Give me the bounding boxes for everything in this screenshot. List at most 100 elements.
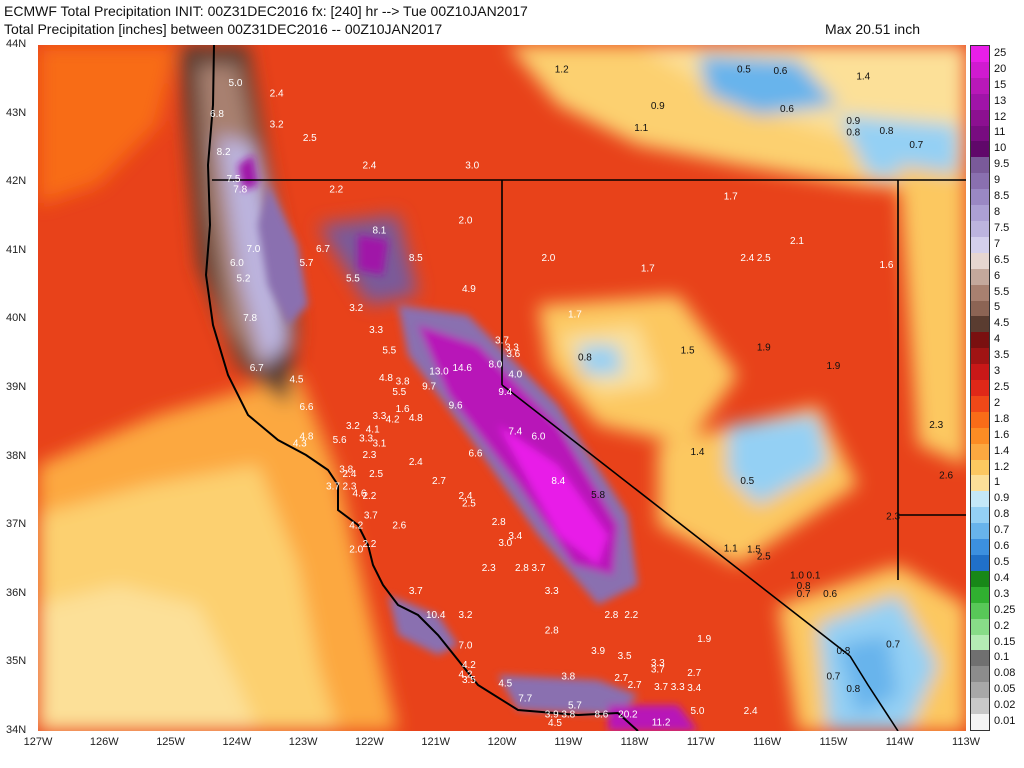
precip-value-label: 1.7	[568, 309, 582, 320]
lat-tick-label: 39N	[6, 381, 27, 393]
precip-value-label: 8.5	[409, 253, 423, 264]
legend-label: 8	[994, 206, 1001, 219]
precip-value-label: 3.3	[369, 325, 383, 336]
legend-label: 1.4	[994, 444, 1010, 457]
precip-value-label: 2.5	[462, 499, 476, 510]
lon-tick-label: 113W	[952, 736, 980, 748]
legend-label: 6.5	[994, 253, 1010, 266]
legend-swatch	[971, 443, 989, 461]
legend-swatch	[971, 109, 989, 127]
legend-label: 4.5	[994, 317, 1010, 330]
precip-value-label: 4.2	[386, 414, 400, 425]
legend-label: 0.02	[994, 699, 1016, 712]
legend-label: 3.5	[994, 349, 1010, 362]
header-subtitle: Total Precipitation [inches] between 00Z…	[4, 21, 443, 37]
legend-swatch	[971, 157, 989, 174]
precip-value-label: 2.4	[343, 469, 357, 480]
precip-value-label: 1.6	[880, 260, 894, 271]
lon-tick-label: 116W	[753, 736, 782, 748]
precip-value-label: 3.3	[671, 682, 685, 693]
precip-value-label: 3.8	[339, 464, 353, 475]
precip-value-label: 0.9	[651, 101, 665, 112]
legend-swatch	[971, 395, 989, 413]
precip-value-label: 5.6	[333, 435, 347, 446]
precip-value-label: 3.8	[561, 672, 575, 683]
precip-value-label: 2.4	[740, 253, 754, 264]
precip-value-label: 3.2	[346, 421, 360, 432]
precip-value-label: 4.2	[462, 660, 476, 671]
legend-swatch	[971, 77, 989, 95]
precip-value-label: 3.7	[532, 563, 546, 574]
legend-label: 7.5	[994, 221, 1010, 234]
lon-tick-label: 119W	[554, 736, 583, 748]
legend-label: 0.5	[994, 555, 1010, 568]
lat-tick-label: 42N	[6, 175, 27, 188]
precip-value-label: 2.1	[790, 236, 804, 247]
legend-swatch	[971, 570, 989, 588]
legend-swatch	[971, 252, 989, 270]
legend-swatch	[971, 714, 989, 731]
legend-label: 1.2	[994, 460, 1010, 473]
precip-value-label: 2.3	[886, 512, 900, 523]
precip-value-label: 4.5	[290, 375, 304, 386]
legend-label: 0.25	[994, 603, 1016, 616]
legend-label: 2.5	[994, 381, 1010, 393]
lon-tick-label: 125W	[156, 736, 185, 748]
legend-swatch	[971, 555, 989, 572]
legend-swatch	[971, 491, 989, 508]
precip-value-label: 0.8	[846, 128, 860, 139]
legend-label: 0.08	[994, 667, 1016, 680]
precip-value-label: 0.8	[578, 353, 592, 364]
precip-value-label: 2.7	[432, 476, 446, 487]
precip-value-label: 4.8	[409, 413, 423, 424]
legend-swatch	[971, 380, 989, 397]
legend-label: 7	[994, 237, 1001, 250]
precip-value-label: 0.5	[740, 476, 754, 487]
lat-tick-label: 36N	[6, 586, 27, 599]
legend-swatch	[971, 220, 989, 238]
lon-tick-label: 123W	[288, 736, 318, 748]
precip-value-label: 2.2	[329, 185, 343, 196]
legend-swatch	[971, 523, 989, 540]
legend-label: 0.9	[994, 492, 1010, 505]
precip-value-label: 3.7	[654, 682, 668, 693]
precip-value-label: 1.9	[757, 342, 771, 353]
precip-value-label: 1.5	[747, 545, 761, 556]
legend-swatch	[971, 205, 989, 222]
precip-value-label: 0.7	[826, 672, 840, 683]
precip-value-label: 5.7	[568, 700, 582, 711]
precip-value-label: 3.3	[359, 434, 373, 445]
precipitation-map: 5.02.41.20.91.10.5 0.6 1.40.60.90.8 0.80.76…	[38, 45, 966, 731]
precip-value-label: 0.8	[846, 684, 860, 695]
precip-value-label: 4.3	[293, 438, 307, 449]
precip-value-label: 20.2	[618, 709, 638, 720]
precip-value-label: 3.2	[349, 303, 363, 314]
legend-label: 0.6	[994, 540, 1010, 553]
precip-value-label: 4.9	[462, 284, 476, 295]
precip-value-label: 3.2	[270, 119, 284, 130]
precip-value-label: 1.4	[691, 447, 705, 458]
legend-swatch	[971, 141, 989, 158]
legend-label: 0.01	[994, 715, 1016, 728]
legend-swatch	[971, 300, 989, 317]
precip-value-label: 0.6	[780, 104, 794, 115]
precip-value-label: 3.3	[545, 586, 559, 597]
precip-value-label: 3.2	[459, 610, 473, 621]
precip-value-label: 7.0	[246, 244, 260, 255]
lon-tick-label: 127W	[23, 736, 53, 748]
legend-label: 0.8	[994, 508, 1010, 521]
precip-value-label: 8.1	[372, 226, 386, 237]
precip-value-label: 2.5	[369, 469, 383, 480]
legend-swatch	[971, 332, 989, 349]
legend-label: 0.7	[994, 524, 1010, 537]
precip-value-label: 3.7	[651, 665, 665, 676]
precip-value-label: 4.0	[508, 370, 522, 381]
precipitation-field	[38, 45, 966, 731]
precip-value-label: 2.8	[492, 517, 506, 528]
precip-value-label: 2.3	[343, 482, 357, 493]
precip-value-label: 3.3	[372, 411, 386, 422]
lon-tick-label: 115W	[819, 736, 848, 748]
legend-swatch	[971, 125, 989, 142]
legend-label: 0.2	[994, 619, 1010, 632]
legend-swatch	[971, 475, 989, 492]
